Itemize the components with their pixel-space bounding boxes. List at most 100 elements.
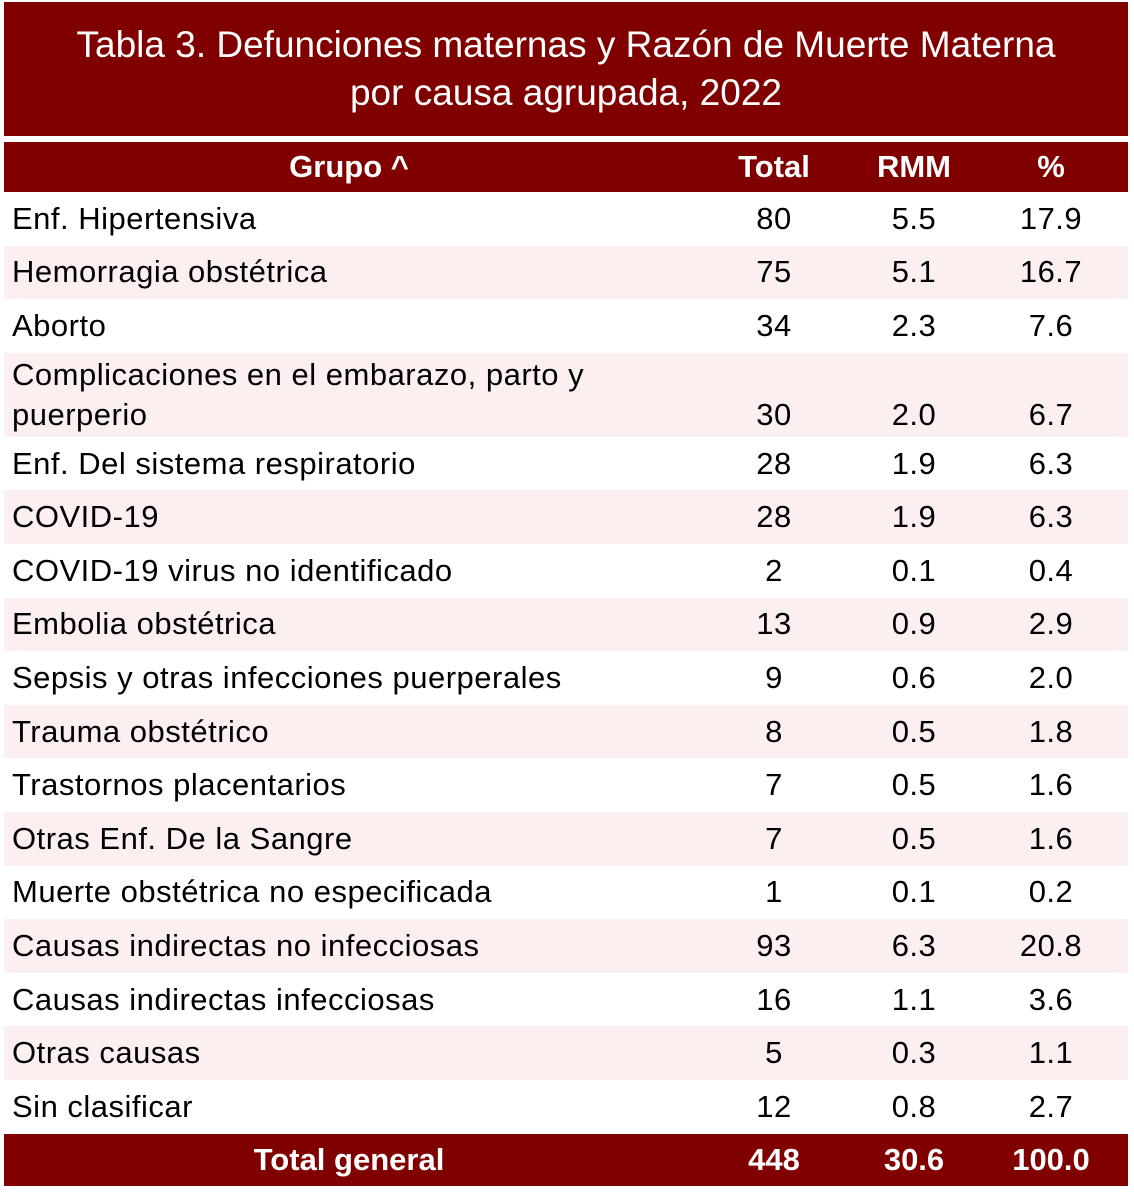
table-title-line-1: Tabla 3. Defunciones maternas y Razón de… <box>76 24 1056 65</box>
cell-percent: 16.7 <box>974 245 1128 300</box>
cell-percent: 2.0 <box>974 651 1128 705</box>
table-row: Causas indirectas no infecciosas 93 6.3 20.… <box>4 919 1128 973</box>
table-row: Muerte obstétrica no especificada 1 0.1 0.2 <box>4 865 1128 920</box>
cell-total: 16 <box>694 972 854 1027</box>
cell-grupo: Enf. Hipertensiva <box>4 192 694 246</box>
cell-rmm: 0.8 <box>854 1079 974 1134</box>
total-percent: 100.0 <box>974 1133 1128 1186</box>
cell-percent: 20.8 <box>974 919 1128 973</box>
cell-grupo: Hemorragia obstétrica <box>4 245 694 300</box>
table-row: Enf. Del sistema respiratorio 28 1.9 6.3 <box>4 436 1128 491</box>
cell-grupo: Trauma obstétrico <box>4 704 694 759</box>
cell-grupo: Sin clasificar <box>4 1079 694 1134</box>
cell-rmm: 0.1 <box>854 543 974 598</box>
cell-grupo: Causas indirectas no infecciosas <box>4 919 694 973</box>
cell-total: 28 <box>694 490 854 544</box>
total-value: 448 <box>694 1133 854 1186</box>
cell-total: 12 <box>694 1079 854 1134</box>
cell-rmm: 1.9 <box>854 490 974 544</box>
cell-rmm: 5.5 <box>854 192 974 246</box>
cell-grupo: Aborto <box>4 299 694 353</box>
cell-grupo: Trastornos placentarios <box>4 758 694 812</box>
total-label: Total general <box>4 1133 694 1186</box>
cell-rmm: 0.6 <box>854 651 974 705</box>
maternal-deaths-table: Grupo ^ Total RMM % Enf. Hipertensiva 80 5… <box>4 142 1128 1186</box>
cell-percent: 3.6 <box>974 972 1128 1027</box>
cell-percent: 1.8 <box>974 704 1128 759</box>
header-percent: % <box>974 142 1128 192</box>
header-grupo: Grupo ^ <box>4 142 694 192</box>
cell-percent: 6.3 <box>974 490 1128 544</box>
cell-rmm: 1.1 <box>854 972 974 1027</box>
cell-grupo: Muerte obstétrica no especificada <box>4 865 694 920</box>
header-total: Total <box>694 142 854 192</box>
table-row: Causas indirectas infecciosas 16 1.1 3.6 <box>4 972 1128 1027</box>
cell-total: 8 <box>694 704 854 759</box>
cell-percent: 6.3 <box>974 436 1128 491</box>
cell-grupo: Sepsis y otras infecciones puerperales <box>4 651 694 705</box>
total-row: Total general 448 30.6 100.0 <box>4 1133 1128 1186</box>
cell-grupo: Enf. Del sistema respiratorio <box>4 436 694 491</box>
cell-total: 7 <box>694 758 854 812</box>
table-row: Enf. Hipertensiva 80 5.5 17.9 <box>4 192 1128 246</box>
cell-total: 7 <box>694 811 854 866</box>
cell-rmm: 2.0 <box>854 352 974 437</box>
table-row: Embolia obstétrica 13 0.9 2.9 <box>4 597 1128 652</box>
table-row: COVID-19 virus no identificado 2 0.1 0.4 <box>4 543 1128 598</box>
cell-percent: 6.7 <box>974 352 1128 437</box>
total-rmm: 30.6 <box>854 1133 974 1186</box>
cell-rmm: 6.3 <box>854 919 974 973</box>
cell-grupo: Complicaciones en el embarazo, parto y p… <box>4 352 694 437</box>
cell-grupo: Embolia obstétrica <box>4 597 694 652</box>
cell-total: 30 <box>694 352 854 437</box>
cell-rmm: 0.9 <box>854 597 974 652</box>
cell-percent: 0.2 <box>974 865 1128 920</box>
table-row: Sepsis y otras infecciones puerperales 9 0… <box>4 651 1128 705</box>
cell-percent: 17.9 <box>974 192 1128 246</box>
cell-rmm: 1.9 <box>854 436 974 491</box>
cell-total: 75 <box>694 245 854 300</box>
cell-rmm: 0.5 <box>854 811 974 866</box>
cell-total: 93 <box>694 919 854 973</box>
cell-percent: 2.9 <box>974 597 1128 652</box>
cell-rmm: 0.1 <box>854 865 974 920</box>
table-row: Aborto 34 2.3 7.6 <box>4 299 1128 353</box>
header-rmm: RMM <box>854 142 974 192</box>
table-row: Hemorragia obstétrica 75 5.1 16.7 <box>4 245 1128 300</box>
cell-total: 1 <box>694 865 854 920</box>
cell-total: 5 <box>694 1026 854 1080</box>
cell-grupo: COVID-19 <box>4 490 694 544</box>
cell-total: 9 <box>694 651 854 705</box>
table-row: COVID-19 28 1.9 6.3 <box>4 490 1128 544</box>
cell-total: 34 <box>694 299 854 353</box>
cell-total: 28 <box>694 436 854 491</box>
table-header-row: Grupo ^ Total RMM % <box>4 142 1128 192</box>
cell-total: 80 <box>694 192 854 246</box>
cell-percent: 1.6 <box>974 758 1128 812</box>
table-title-line-2: por causa agrupada, 2022 <box>349 72 782 113</box>
cell-rmm: 0.5 <box>854 758 974 812</box>
cell-total: 2 <box>694 543 854 598</box>
cell-rmm: 0.5 <box>854 704 974 759</box>
table-body: Enf. Hipertensiva 80 5.5 17.9 Hemorragia obs… <box>4 192 1128 1134</box>
cell-grupo: COVID-19 virus no identificado <box>4 543 694 598</box>
table-row: Sin clasificar 12 0.8 2.7 <box>4 1079 1128 1134</box>
cell-percent: 1.1 <box>974 1026 1128 1080</box>
cell-percent: 1.6 <box>974 811 1128 866</box>
cell-grupo: Causas indirectas infecciosas <box>4 972 694 1027</box>
table-row: Trastornos placentarios 7 0.5 1.6 <box>4 758 1128 812</box>
cell-percent: 2.7 <box>974 1079 1128 1134</box>
title-divider <box>4 136 1128 140</box>
table-row: Otras Enf. De la Sangre 7 0.5 1.6 <box>4 811 1128 866</box>
cell-total: 13 <box>694 597 854 652</box>
cell-grupo: Otras causas <box>4 1026 694 1080</box>
cell-rmm: 0.3 <box>854 1026 974 1080</box>
cell-grupo: Otras Enf. De la Sangre <box>4 811 694 866</box>
table-title-banner: Tabla 3. Defunciones maternas y Razón de… <box>4 2 1128 136</box>
table-row: Trauma obstétrico 8 0.5 1.8 <box>4 704 1128 759</box>
cell-percent: 0.4 <box>974 543 1128 598</box>
cell-rmm: 2.3 <box>854 299 974 353</box>
cell-percent: 7.6 <box>974 299 1128 353</box>
table-row: Otras causas 5 0.3 1.1 <box>4 1026 1128 1080</box>
table-row: Complicaciones en el embarazo, parto y p… <box>4 352 1128 437</box>
